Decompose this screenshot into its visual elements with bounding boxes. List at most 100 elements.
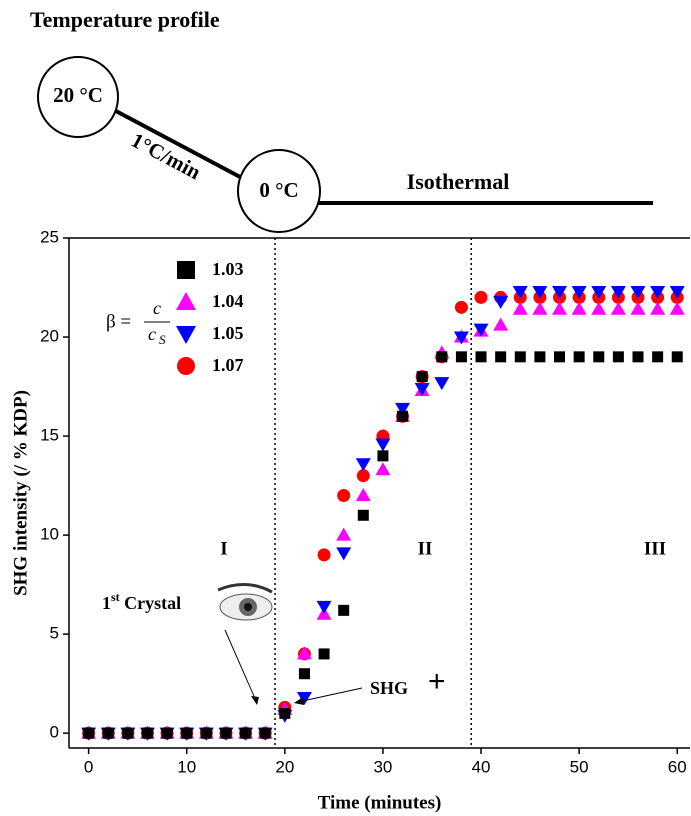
marker xyxy=(650,285,666,299)
marker xyxy=(474,290,488,304)
marker xyxy=(593,351,605,363)
y-tick-label: 5 xyxy=(50,624,59,643)
marker xyxy=(473,323,489,337)
marker xyxy=(493,295,509,309)
marker xyxy=(336,527,352,541)
marker xyxy=(475,351,487,363)
marker xyxy=(650,301,666,315)
marker xyxy=(279,707,291,719)
marker xyxy=(414,383,430,397)
marker xyxy=(161,727,173,739)
marker xyxy=(296,646,312,660)
marker xyxy=(552,301,568,315)
marker xyxy=(355,458,371,472)
phase-label: II xyxy=(418,538,433,559)
marker xyxy=(671,351,683,363)
legend-swatch xyxy=(176,326,196,344)
marker xyxy=(630,301,646,315)
marker xyxy=(102,727,114,739)
marker xyxy=(318,648,330,660)
marker xyxy=(337,488,351,502)
marker xyxy=(375,462,391,476)
marker xyxy=(434,377,450,391)
shg-sign: + xyxy=(428,665,446,698)
marker xyxy=(296,691,312,705)
legend-label: 1.07 xyxy=(212,355,244,375)
marker xyxy=(610,301,626,315)
marker xyxy=(453,331,469,345)
marker xyxy=(554,351,566,363)
legend-sub: S xyxy=(159,332,166,347)
y-tick-label: 25 xyxy=(40,227,59,246)
marker xyxy=(122,727,134,739)
crystal-note-base: 1 xyxy=(102,593,111,613)
marker xyxy=(336,547,352,561)
x-tick-label: 10 xyxy=(177,757,196,776)
legend-swatch xyxy=(176,292,196,310)
marker xyxy=(356,469,370,483)
marker xyxy=(240,727,252,739)
marker xyxy=(669,285,685,299)
marker xyxy=(454,300,468,314)
marker xyxy=(493,317,509,331)
marker xyxy=(514,351,526,363)
legend-swatch xyxy=(177,261,195,279)
x-tick-label: 0 xyxy=(84,757,93,776)
x-axis-label: Time (minutes) xyxy=(318,792,442,813)
marker xyxy=(669,301,685,315)
y-tick-label: 15 xyxy=(40,426,59,445)
arrow xyxy=(224,629,258,704)
y-tick-label: 0 xyxy=(50,723,59,742)
x-tick-label: 40 xyxy=(472,757,491,776)
marker xyxy=(571,301,587,315)
legend-label: 1.03 xyxy=(212,259,244,279)
marker xyxy=(610,285,626,299)
marker xyxy=(397,410,409,422)
marker xyxy=(141,727,153,739)
x-tick-label: 50 xyxy=(570,757,589,776)
marker xyxy=(652,351,664,363)
marker xyxy=(317,548,331,562)
marker xyxy=(495,351,507,363)
marker xyxy=(181,727,193,739)
marker xyxy=(259,727,271,739)
marker xyxy=(512,285,528,299)
marker xyxy=(316,600,332,614)
legend-label: 1.05 xyxy=(212,323,244,343)
marker xyxy=(612,351,624,363)
x-tick-label: 20 xyxy=(275,757,294,776)
marker xyxy=(591,301,607,315)
hold: Isothermal xyxy=(407,169,510,194)
end-circle xyxy=(237,149,321,233)
marker xyxy=(83,727,95,739)
crystal-note: 1st Crystal xyxy=(102,590,181,613)
marker xyxy=(375,438,391,452)
marker xyxy=(632,351,644,363)
y-tick-label: 10 xyxy=(40,525,59,544)
start-circle xyxy=(37,56,119,138)
marker xyxy=(357,509,369,521)
marker xyxy=(552,285,568,299)
marker xyxy=(200,727,212,739)
marker xyxy=(455,351,467,363)
y-axis-label: SHG intensity (/ % KDP) xyxy=(10,390,31,596)
legend-title: β = xyxy=(106,311,131,332)
arrow-head xyxy=(294,697,304,705)
x-tick-label: 30 xyxy=(373,757,392,776)
marker xyxy=(630,285,646,299)
arrow xyxy=(297,687,363,703)
header: Temperature profile xyxy=(30,7,220,32)
marker xyxy=(220,727,232,739)
arrow-head xyxy=(251,696,259,705)
marker xyxy=(416,371,428,383)
y-tick-label: 20 xyxy=(40,327,59,346)
marker xyxy=(355,487,371,501)
marker xyxy=(591,285,607,299)
marker xyxy=(377,450,389,462)
marker xyxy=(395,402,411,416)
marker xyxy=(532,285,548,299)
marker xyxy=(532,301,548,315)
crystal-note-rest: Crystal xyxy=(120,593,182,613)
legend-num: c xyxy=(153,298,161,318)
marker xyxy=(298,668,310,680)
